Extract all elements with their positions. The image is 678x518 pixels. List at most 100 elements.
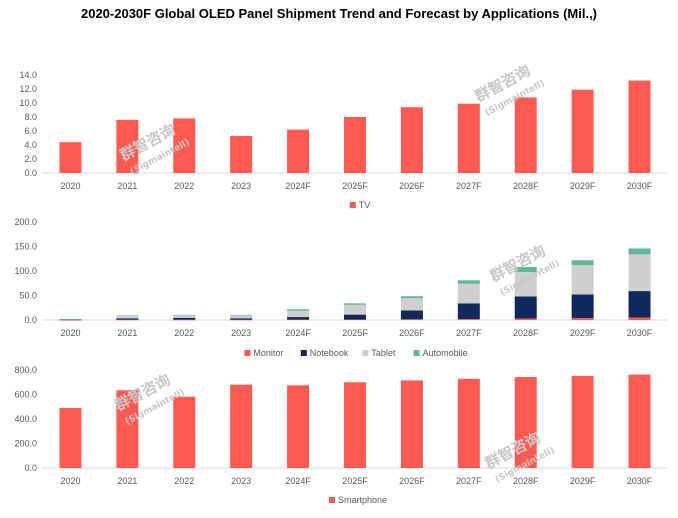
bar-monitor — [116, 319, 139, 321]
bar-automobile — [230, 314, 253, 316]
bar-monitor — [344, 319, 366, 321]
bar-tv — [628, 80, 651, 173]
bar-notebook — [628, 291, 651, 318]
legend-swatch-notebook — [300, 350, 307, 356]
y-tick-label: 150.0 — [14, 242, 37, 252]
bar-monitor — [173, 319, 196, 321]
x-tick-label: 2020 — [60, 476, 80, 486]
bar-automobile — [457, 280, 480, 284]
x-tick-label: 2021 — [117, 476, 137, 486]
y-tick-label: 2.0 — [24, 154, 37, 164]
x-tick-label: 2026F — [399, 181, 425, 191]
bar-monitor — [400, 319, 423, 320]
bar-tablet — [173, 315, 196, 318]
bar-smartphone — [344, 382, 366, 468]
x-tick-label: 2030F — [627, 181, 653, 191]
bar-automobile — [628, 248, 651, 255]
x-tick-label: 2025F — [342, 181, 368, 191]
y-tick-label: 400.0 — [14, 414, 37, 424]
x-tick-label: 2020 — [60, 328, 80, 338]
y-tick-label: 0.0 — [24, 168, 37, 178]
bar-monitor — [230, 319, 253, 321]
bar-smartphone — [457, 378, 480, 468]
bar-tablet — [628, 254, 651, 292]
bar-smartphone — [287, 385, 310, 468]
bar-notebook — [344, 314, 366, 320]
bar-smartphone — [400, 380, 423, 468]
legend-label-automobile: Automobile — [423, 348, 468, 358]
y-tick-label: 50.0 — [19, 291, 37, 301]
bar-smartphone — [628, 374, 651, 468]
bar-monitor — [514, 318, 537, 320]
x-tick-label: 2024F — [285, 328, 311, 338]
bar-tablet — [457, 283, 480, 304]
bar-automobile — [59, 318, 82, 320]
x-tick-label: 2028F — [513, 328, 539, 338]
y-tick-label: 10.0 — [19, 98, 37, 108]
bar-tv — [457, 103, 480, 173]
bar-tablet — [571, 265, 594, 295]
x-tick-label: 2028F — [513, 181, 539, 191]
bar-automobile — [571, 260, 594, 266]
x-tick-label: 2027F — [456, 181, 482, 191]
x-tick-label: 2021 — [117, 181, 137, 191]
x-tick-label: 2026F — [399, 476, 425, 486]
bar-tv — [59, 142, 82, 173]
legend-swatch-tablet — [362, 350, 369, 356]
y-tick-label: 8.0 — [24, 112, 37, 122]
x-tick-label: 2022 — [174, 181, 194, 191]
legend-label-tablet: Tablet — [371, 348, 396, 358]
x-tick-label: 2024F — [285, 181, 311, 191]
bar-notebook — [116, 318, 139, 320]
bar-notebook — [230, 318, 253, 320]
bar-tv — [400, 107, 423, 173]
bar-smartphone — [514, 377, 537, 468]
bar-smartphone — [59, 407, 82, 468]
bar-notebook — [514, 296, 537, 319]
y-tick-label: 100.0 — [14, 266, 37, 276]
bar-tablet — [514, 271, 537, 297]
bar-tv — [571, 89, 594, 173]
bar-monitor — [287, 319, 310, 321]
legend-label-tv: TV — [359, 200, 371, 210]
bar-monitor — [457, 319, 480, 320]
bar-tv — [344, 117, 366, 173]
x-tick-label: 2020 — [60, 181, 80, 191]
x-tick-label: 2027F — [456, 328, 482, 338]
y-tick-label: 4.0 — [24, 140, 37, 150]
y-tick-label: 200.0 — [14, 439, 37, 449]
bar-tablet — [400, 298, 423, 311]
bar-notebook — [571, 294, 594, 319]
legend-label-smartphone: Smartphone — [338, 495, 387, 505]
bar-tv — [116, 119, 139, 173]
y-tick-label: 0.0 — [24, 463, 37, 473]
y-tick-label: 6.0 — [24, 126, 37, 136]
x-tick-label: 2029F — [570, 181, 596, 191]
bar-smartphone — [571, 375, 594, 468]
bar-notebook — [59, 319, 82, 321]
y-tick-label: 0.0 — [24, 315, 37, 325]
bar-automobile — [116, 315, 139, 316]
x-tick-label: 2023 — [231, 328, 251, 338]
y-tick-label: 800.0 — [14, 365, 37, 375]
bar-notebook — [287, 317, 310, 320]
bar-monitor — [628, 317, 651, 320]
bar-tablet — [116, 315, 139, 319]
bar-smartphone — [173, 396, 196, 468]
bar-automobile — [400, 296, 423, 299]
x-tick-label: 2028F — [513, 476, 539, 486]
bar-automobile — [173, 314, 196, 316]
bar-smartphone — [116, 390, 139, 468]
legend-label-monitor: Monitor — [253, 348, 283, 358]
x-tick-label: 2025F — [342, 476, 368, 486]
x-tick-label: 2021 — [117, 328, 137, 338]
x-tick-label: 2023 — [231, 476, 251, 486]
x-tick-label: 2027F — [456, 476, 482, 486]
bar-automobile — [287, 309, 310, 311]
bar-notebook — [173, 317, 196, 320]
x-tick-label: 2030F — [627, 328, 653, 338]
bar-notebook — [400, 310, 423, 320]
x-tick-label: 2023 — [231, 181, 251, 191]
bar-notebook — [457, 303, 480, 320]
